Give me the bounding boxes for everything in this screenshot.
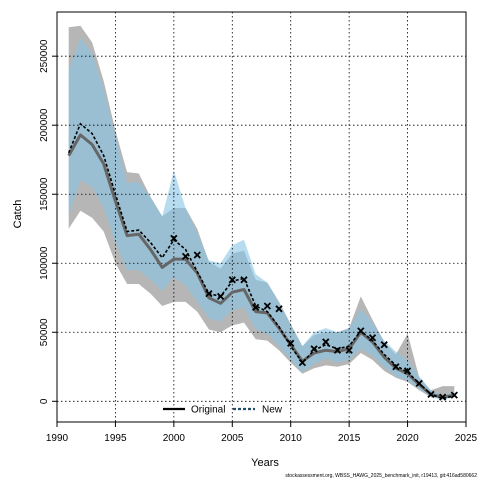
observation-marker <box>427 390 435 399</box>
observation-marker <box>252 303 260 312</box>
marker-stroke <box>438 393 447 401</box>
marker-stroke <box>275 305 283 313</box>
x-tick-label: 2015 <box>338 433 361 444</box>
marker-stroke <box>392 363 400 371</box>
x-tick-label: 2025 <box>455 433 478 444</box>
marker-stroke <box>450 391 458 399</box>
observation-marker <box>345 346 353 354</box>
x-tick-label: 2010 <box>280 433 303 444</box>
y-tick-label: 0 <box>39 398 50 404</box>
observation-marker <box>438 393 447 401</box>
band-original <box>68 25 455 399</box>
observation-marker <box>275 305 283 313</box>
observation-marker <box>403 367 412 375</box>
observation-points <box>170 234 458 401</box>
x-tick-label: 1990 <box>46 433 69 444</box>
x-tick-label: 2020 <box>396 433 419 444</box>
grid-lines <box>57 12 466 422</box>
marker-stroke <box>240 276 248 284</box>
legend-label-original: Original <box>191 405 225 416</box>
observation-marker <box>450 391 458 399</box>
marker-stroke <box>170 234 178 243</box>
marker-stroke <box>298 359 307 367</box>
y-tick-label: 200000 <box>39 108 50 142</box>
observation-marker <box>193 251 201 259</box>
observation-marker <box>181 252 190 260</box>
y-tick-label: 50000 <box>39 318 50 346</box>
confidence-bands <box>68 25 455 400</box>
band-new <box>68 38 455 400</box>
observation-marker <box>228 276 236 284</box>
observation-marker <box>415 379 423 387</box>
x-axis: 1990 1995 2000 2005 2010 2015 2020 2025 <box>46 422 478 444</box>
observation-marker <box>287 339 295 347</box>
observation-marker <box>380 341 388 349</box>
marker-stroke <box>193 251 201 259</box>
marker-stroke <box>415 379 423 387</box>
observation-marker <box>170 234 178 243</box>
marker-stroke <box>333 346 342 354</box>
observation-marker <box>240 276 248 284</box>
marker-stroke <box>181 252 190 260</box>
marker-stroke <box>287 339 295 347</box>
observation-marker <box>298 359 307 367</box>
marker-stroke <box>216 292 225 301</box>
observation-marker <box>357 327 365 335</box>
marker-stroke <box>427 390 435 399</box>
y-axis: 0 50000 100000 150000 200000 250000 <box>39 39 57 404</box>
x-tick-label: 1995 <box>104 433 127 444</box>
marker-stroke <box>263 302 271 310</box>
x-tick-label: 2000 <box>163 433 186 444</box>
observation-marker <box>392 363 400 371</box>
observation-marker <box>310 345 318 353</box>
x-tick-label: 2005 <box>221 433 244 444</box>
marker-stroke <box>345 346 353 354</box>
x-axis-title: Years <box>251 457 279 469</box>
legend: Original New <box>163 405 283 416</box>
observation-marker <box>333 346 342 354</box>
marker-stroke <box>228 276 236 284</box>
series-lines <box>67 122 455 400</box>
legend-label-new: New <box>262 405 283 416</box>
observation-marker <box>368 334 377 342</box>
marker-stroke <box>357 327 365 335</box>
observation-marker <box>216 292 225 301</box>
y-axis-title: Catch <box>12 200 24 229</box>
observation-marker <box>205 289 213 298</box>
y-tick-label: 150000 <box>39 177 50 211</box>
marker-stroke <box>252 303 260 312</box>
series-line-original <box>67 133 455 399</box>
observation-marker <box>322 338 330 346</box>
marker-stroke <box>368 334 377 342</box>
marker-stroke <box>403 367 412 375</box>
plot-frame <box>56 11 467 423</box>
y-tick-label: 250000 <box>39 39 50 73</box>
marker-stroke <box>380 341 388 349</box>
y-tick-label: 100000 <box>39 246 50 280</box>
marker-stroke <box>205 289 213 298</box>
series-line-new <box>67 122 455 400</box>
footnote: stockassessment.org, WBSS_HAWG_2025_benc… <box>285 473 477 479</box>
marker-stroke <box>310 345 318 353</box>
marker-stroke <box>322 338 330 346</box>
observation-marker <box>263 302 271 310</box>
